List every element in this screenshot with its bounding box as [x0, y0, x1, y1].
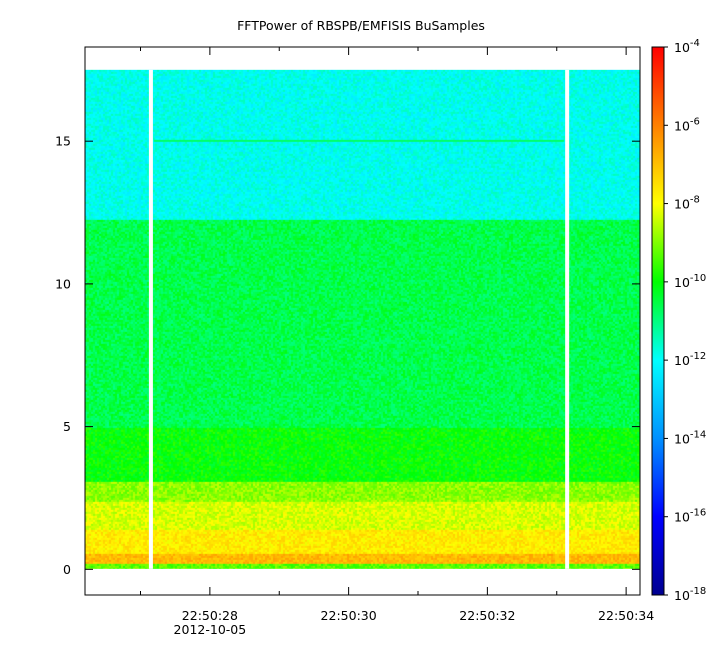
- x-date-label: 2012-10-05: [174, 622, 247, 637]
- y-tick-label: 0: [63, 562, 71, 577]
- colorbar-tick-label: 10-8: [674, 195, 700, 212]
- colorbar-tick-label: 10-4: [674, 38, 700, 55]
- colorbar-tick-label: 10-12: [674, 351, 706, 368]
- data-gap: [565, 69, 570, 569]
- colorbar-scale: [651, 46, 665, 596]
- colorbar: 10-4 10-6 10-8 10-10 10-12 10-14 10-16 10-18: [651, 38, 706, 603]
- colorbar-tick-label: 10-6: [674, 116, 700, 133]
- y-tick-label: 15: [55, 134, 71, 149]
- plot-frame: [84, 46, 641, 596]
- x-tick-label: 22:50:28: [182, 608, 238, 623]
- axes: 0 5 10 15 22:50:28 22:50:30 22:50:32 22:50:34 20…: [55, 46, 654, 637]
- x-tick-label: 22:50:30: [321, 608, 377, 623]
- chart-title: FFTPower of RBSPB/EMFISIS BuSamples: [237, 18, 485, 33]
- spectrogram-image: [85, 69, 640, 569]
- data-gap: [148, 69, 153, 569]
- x-tick-label: 22:50:34: [598, 608, 654, 623]
- colorbar-tick-label: 10-14: [674, 429, 706, 446]
- colorbar-tick-label: 10-18: [674, 586, 706, 603]
- colorbar-tick-label: 10-10: [674, 273, 706, 290]
- plot-area: [85, 47, 640, 595]
- y-tick-label: 5: [63, 419, 71, 434]
- colorbar-tick-label: 10-16: [674, 508, 706, 525]
- y-tick-label: 10: [55, 276, 71, 291]
- x-tick-label: 22:50:32: [459, 608, 515, 623]
